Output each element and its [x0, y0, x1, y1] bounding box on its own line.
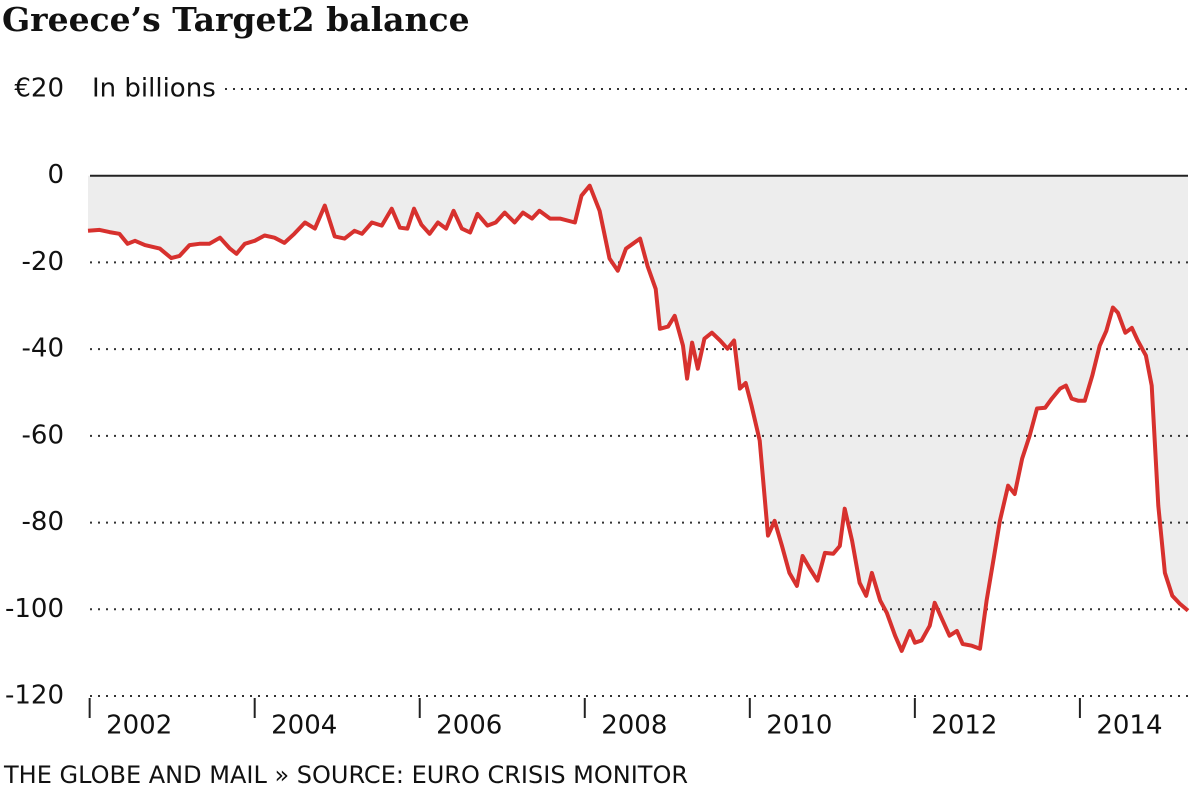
line	[87, 183, 1190, 653]
y-tick-label: 0	[47, 160, 64, 190]
y-tick-label: -40	[22, 334, 64, 364]
x-tick-label: 2004	[271, 711, 337, 741]
y-tick-label: -100	[5, 594, 64, 624]
source: THE GLOBE AND MAIL » SOURCE: EURO CRISIS…	[3, 761, 688, 789]
x-tick-label: 2010	[766, 711, 832, 741]
y-tick-label: -20	[22, 247, 64, 277]
x-tick-label: 2008	[601, 711, 667, 741]
y-tick-label: -60	[22, 420, 64, 450]
x-tick-label: 2006	[436, 711, 502, 741]
area-fill	[88, 175, 1188, 651]
y-tick-label: €20	[14, 74, 64, 104]
y-tick-label: -80	[22, 507, 64, 537]
x-tick-label: 2012	[931, 711, 997, 741]
y-tick-label: -120	[5, 681, 64, 711]
chart-title: Greece’s Target2 balance	[2, 0, 470, 39]
x-tick-label: 2014	[1096, 711, 1162, 741]
y-axis-label: In billions	[92, 74, 216, 104]
x-tick-label: 2002	[106, 711, 172, 741]
